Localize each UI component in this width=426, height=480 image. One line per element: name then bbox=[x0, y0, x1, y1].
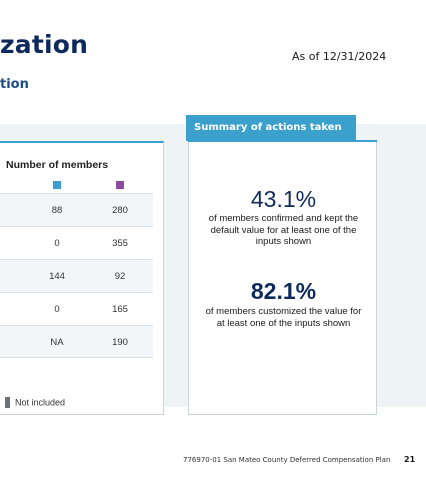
footer-text: 776970-01 San Mateo County Deferred Comp… bbox=[183, 456, 391, 464]
stat-confirmed-value: 43.1% bbox=[250, 186, 317, 212]
stat-customized-description: of members customized the value for at l… bbox=[205, 306, 362, 329]
cell-first: 144 bbox=[49, 271, 65, 282]
cell-first: NA bbox=[50, 337, 64, 348]
as-of-date: As of 12/31/2024 bbox=[292, 50, 387, 63]
cell-second: 355 bbox=[112, 238, 128, 249]
summary-card: 43.1% of members confirmed and kept the … bbox=[188, 141, 377, 415]
legend-bar-gray bbox=[5, 397, 10, 408]
stat-customized-value: 82.1% bbox=[250, 278, 317, 304]
cell-second: 165 bbox=[112, 304, 128, 315]
summary-tab-underline bbox=[188, 140, 377, 142]
table-row: NA 190 bbox=[0, 325, 153, 358]
page-number: 21 bbox=[404, 455, 416, 464]
table-row: 0 165 bbox=[0, 292, 153, 325]
cell-first: 88 bbox=[51, 205, 63, 216]
cell-second: 190 bbox=[112, 337, 128, 348]
table-row: 88 280 bbox=[0, 193, 153, 226]
legend-not-included-label: Not included bbox=[15, 397, 66, 408]
cell-second: 92 bbox=[114, 271, 126, 282]
summary-tab-label: Summary of actions taken bbox=[186, 115, 356, 141]
members-table-rows: 88 280 0 355 144 92 0 165 NA 190 bbox=[0, 193, 153, 358]
members-table-card: Number of members 88 280 0 355 144 92 0 … bbox=[0, 141, 164, 415]
legend-square-blue bbox=[53, 181, 61, 189]
section-subtitle: tion bbox=[0, 77, 29, 92]
stat-confirmed-description: of members confirmed and kept the defaul… bbox=[208, 213, 359, 247]
cell-first: 0 bbox=[54, 238, 60, 249]
legend-not-included: Not included bbox=[5, 392, 65, 411]
legend-square-purple bbox=[116, 181, 124, 189]
members-column-title: Number of members bbox=[6, 159, 109, 171]
cell-second: 280 bbox=[112, 205, 128, 216]
table-row: 144 92 bbox=[0, 259, 153, 292]
page-title: zation bbox=[0, 30, 89, 59]
table-row: 0 355 bbox=[0, 226, 153, 259]
cell-first: 0 bbox=[54, 304, 60, 315]
